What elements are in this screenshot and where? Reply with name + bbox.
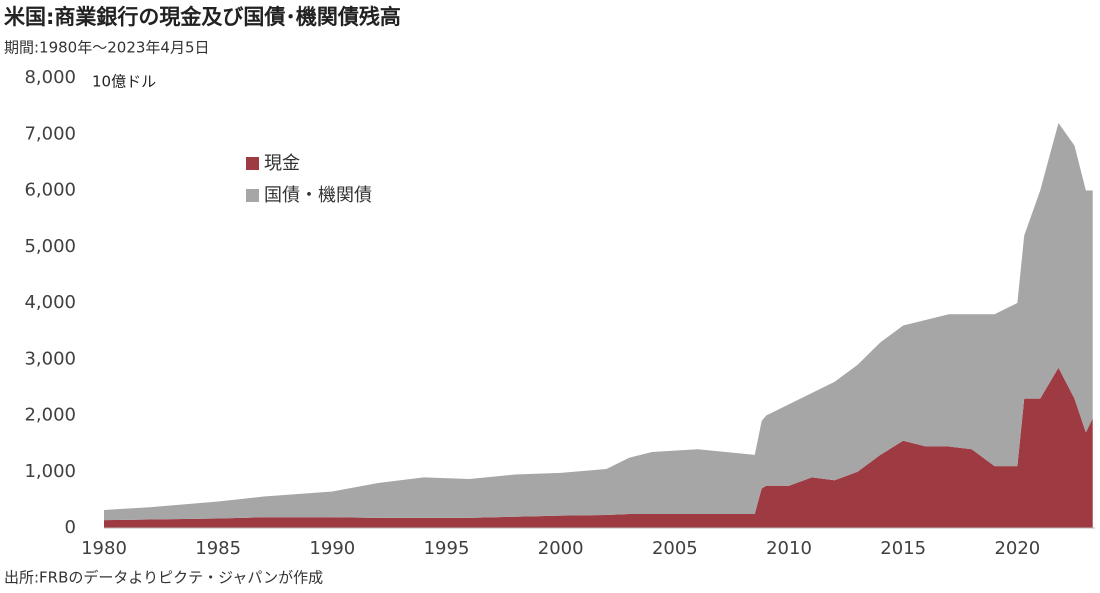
chart-subtitle: 期間:1980年～2023年4月5日 [4, 39, 210, 57]
y-tick-label: 3,000 [24, 348, 76, 369]
legend-label: 国債・機関債 [264, 185, 372, 206]
x-tick-label: 1980 [81, 538, 127, 559]
legend-swatch [246, 157, 259, 170]
y-tick-label: 6,000 [24, 180, 76, 201]
y-tick-label: 8,000 [24, 67, 76, 88]
y-tick-label: 2,000 [24, 405, 76, 426]
x-tick-label: 1995 [424, 538, 470, 559]
chart-title: 米国:商業銀行の現金及び国債･機関債残高 [4, 5, 401, 29]
x-tick-label: 1985 [195, 538, 241, 559]
area [104, 123, 1093, 521]
y-tick-label: 1,000 [24, 461, 76, 482]
x-tick-label: 2015 [880, 538, 926, 559]
legend-label: 現金 [264, 153, 300, 174]
x-tick-label: 2000 [538, 538, 584, 559]
y-axis-unit: 10億ドル [92, 73, 156, 91]
area [104, 367, 1093, 528]
x-tick-label: 1990 [309, 538, 355, 559]
x-tick-label: 2020 [994, 538, 1040, 559]
x-tick-label: 2005 [652, 538, 698, 559]
y-tick-label: 7,000 [24, 123, 76, 144]
y-tick-label: 5,000 [24, 236, 76, 257]
x-tick-label: 2010 [766, 538, 812, 559]
y-tick-label: 4,000 [24, 292, 76, 313]
source-note: 出所:FRBのデータよりピクテ・ジャパンが作成 [4, 569, 323, 587]
y-tick-label: 0 [65, 517, 76, 538]
legend-swatch [246, 189, 259, 202]
